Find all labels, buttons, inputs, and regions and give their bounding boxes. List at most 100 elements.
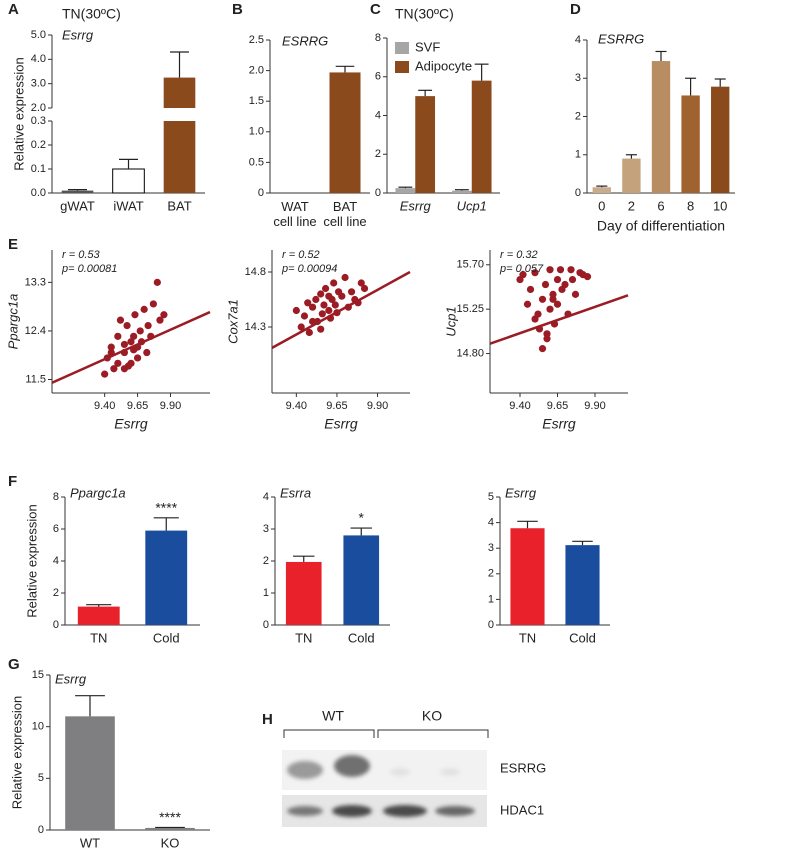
scatter-point	[341, 273, 349, 282]
y-tick-label: 14.8	[245, 266, 266, 278]
x-axis-label: Esrrg	[114, 416, 148, 432]
scatter-point	[546, 266, 554, 274]
y-tick-label: 3.0	[31, 78, 46, 90]
scatter-point	[149, 300, 157, 308]
panel-label: D	[570, 1, 581, 18]
scatter-point	[538, 295, 547, 303]
fit-line	[271, 270, 411, 349]
x-tick-label: 0	[598, 198, 605, 213]
x-axis-label: Day of differentiation	[597, 218, 725, 234]
bar	[163, 121, 196, 193]
y-tick-label: 8	[53, 491, 59, 503]
scatter-point	[330, 279, 338, 287]
chart-title: TN(30ºC)	[62, 6, 121, 22]
y-tick-label: 2	[575, 110, 581, 122]
legend-label: SVF	[415, 39, 440, 54]
significance-label: ****	[155, 500, 177, 516]
scatter-point	[543, 335, 551, 343]
y-tick-label: 6	[375, 71, 381, 83]
bar	[285, 561, 322, 625]
x-tick-label: 9.90	[584, 400, 605, 412]
y-axis-label: Ppargc1a	[5, 294, 20, 350]
y-tick-label: 11.5	[25, 373, 46, 385]
y-tick-label: 2	[488, 568, 494, 580]
chart-title: TN(30ºC)	[395, 6, 454, 22]
x-axis-label: Esrrg	[324, 416, 358, 432]
y-axis-label: Relative expression	[24, 504, 39, 617]
y-tick-label: 14.3	[245, 321, 266, 333]
scatter-point	[325, 292, 333, 300]
x-tick-label: Esrrg	[400, 198, 432, 213]
y-tick-label: 10	[32, 721, 44, 733]
scatter-point	[127, 338, 135, 346]
bracket	[377, 729, 489, 738]
scatter-point	[110, 365, 118, 373]
x-tick-label: 9.90	[367, 400, 388, 412]
stat-label: p= 0.00081	[61, 263, 117, 275]
panel-label: E	[8, 236, 18, 253]
bracket	[283, 729, 375, 738]
legend-swatch	[395, 42, 409, 54]
x-tick-label: 2	[628, 198, 635, 213]
stat-label: r = 0.52	[282, 249, 320, 261]
y-tick-label: 4	[53, 555, 59, 567]
y-tick-label: 1.5	[249, 95, 264, 107]
y-tick-label: 12.4	[25, 325, 46, 337]
scatter-point	[320, 301, 328, 309]
scatter-point	[107, 343, 115, 351]
y-tick-label: 2	[375, 148, 381, 160]
blot-band	[390, 768, 410, 776]
y-tick-label: 2	[53, 587, 59, 599]
blot: H WT KO ESRRG HDAC1	[262, 708, 546, 827]
scatter-point	[133, 354, 142, 362]
scatter-point	[541, 280, 550, 289]
bar	[163, 77, 196, 108]
y-tick-label: 15.25	[456, 303, 484, 315]
y-tick-label: 3	[488, 542, 494, 554]
stat-label: p= 0.057	[499, 263, 544, 275]
bar	[622, 158, 641, 193]
y-axis-label: Ucp1	[443, 306, 458, 336]
x-tick-label: 9.40	[94, 400, 115, 412]
bar	[145, 827, 195, 830]
blot-band	[287, 806, 323, 816]
bar	[510, 528, 545, 625]
y-tick-label: 5	[488, 491, 494, 503]
x-tick-label: Cold	[569, 630, 596, 645]
bar	[77, 606, 120, 625]
legend-label: Adipocyte	[415, 58, 472, 73]
blot-band	[440, 768, 460, 776]
y-tick-label: 3	[575, 72, 581, 84]
y-tick-label: 2.0	[31, 102, 46, 114]
panel-label: C	[370, 1, 381, 18]
y-tick-label: 1	[488, 593, 494, 605]
y-tick-label: 15	[32, 669, 44, 681]
scatter-point	[308, 303, 317, 311]
y-tick-label: 2.0	[249, 65, 264, 77]
scatter-point	[140, 305, 148, 313]
y-tick-label: 4	[488, 517, 494, 529]
bar	[565, 545, 600, 625]
y-tick-label: 0.5	[249, 156, 264, 168]
x-tick-label: TN	[519, 630, 536, 645]
scatter-point	[144, 321, 152, 330]
bar	[145, 530, 188, 625]
scatter-point	[553, 275, 562, 284]
y-tick-label: 0.3	[31, 115, 46, 127]
bar	[329, 72, 361, 193]
y-tick-label: 5.0	[31, 29, 46, 41]
scatter-point	[325, 306, 333, 315]
scatter-point	[321, 284, 330, 293]
scatter-point	[556, 266, 565, 274]
scatter-point	[304, 299, 312, 307]
x-tick-label: Cold	[153, 630, 180, 645]
x-axis-label: Esrrg	[542, 416, 576, 432]
y-tick-label: 1	[575, 149, 581, 161]
bar	[395, 188, 416, 193]
scatter-point	[549, 295, 557, 303]
scatter-point	[101, 370, 109, 378]
x-tick-label: Cold	[348, 630, 375, 645]
scatter-point	[292, 306, 300, 315]
x-tick-label: 6	[657, 198, 664, 213]
